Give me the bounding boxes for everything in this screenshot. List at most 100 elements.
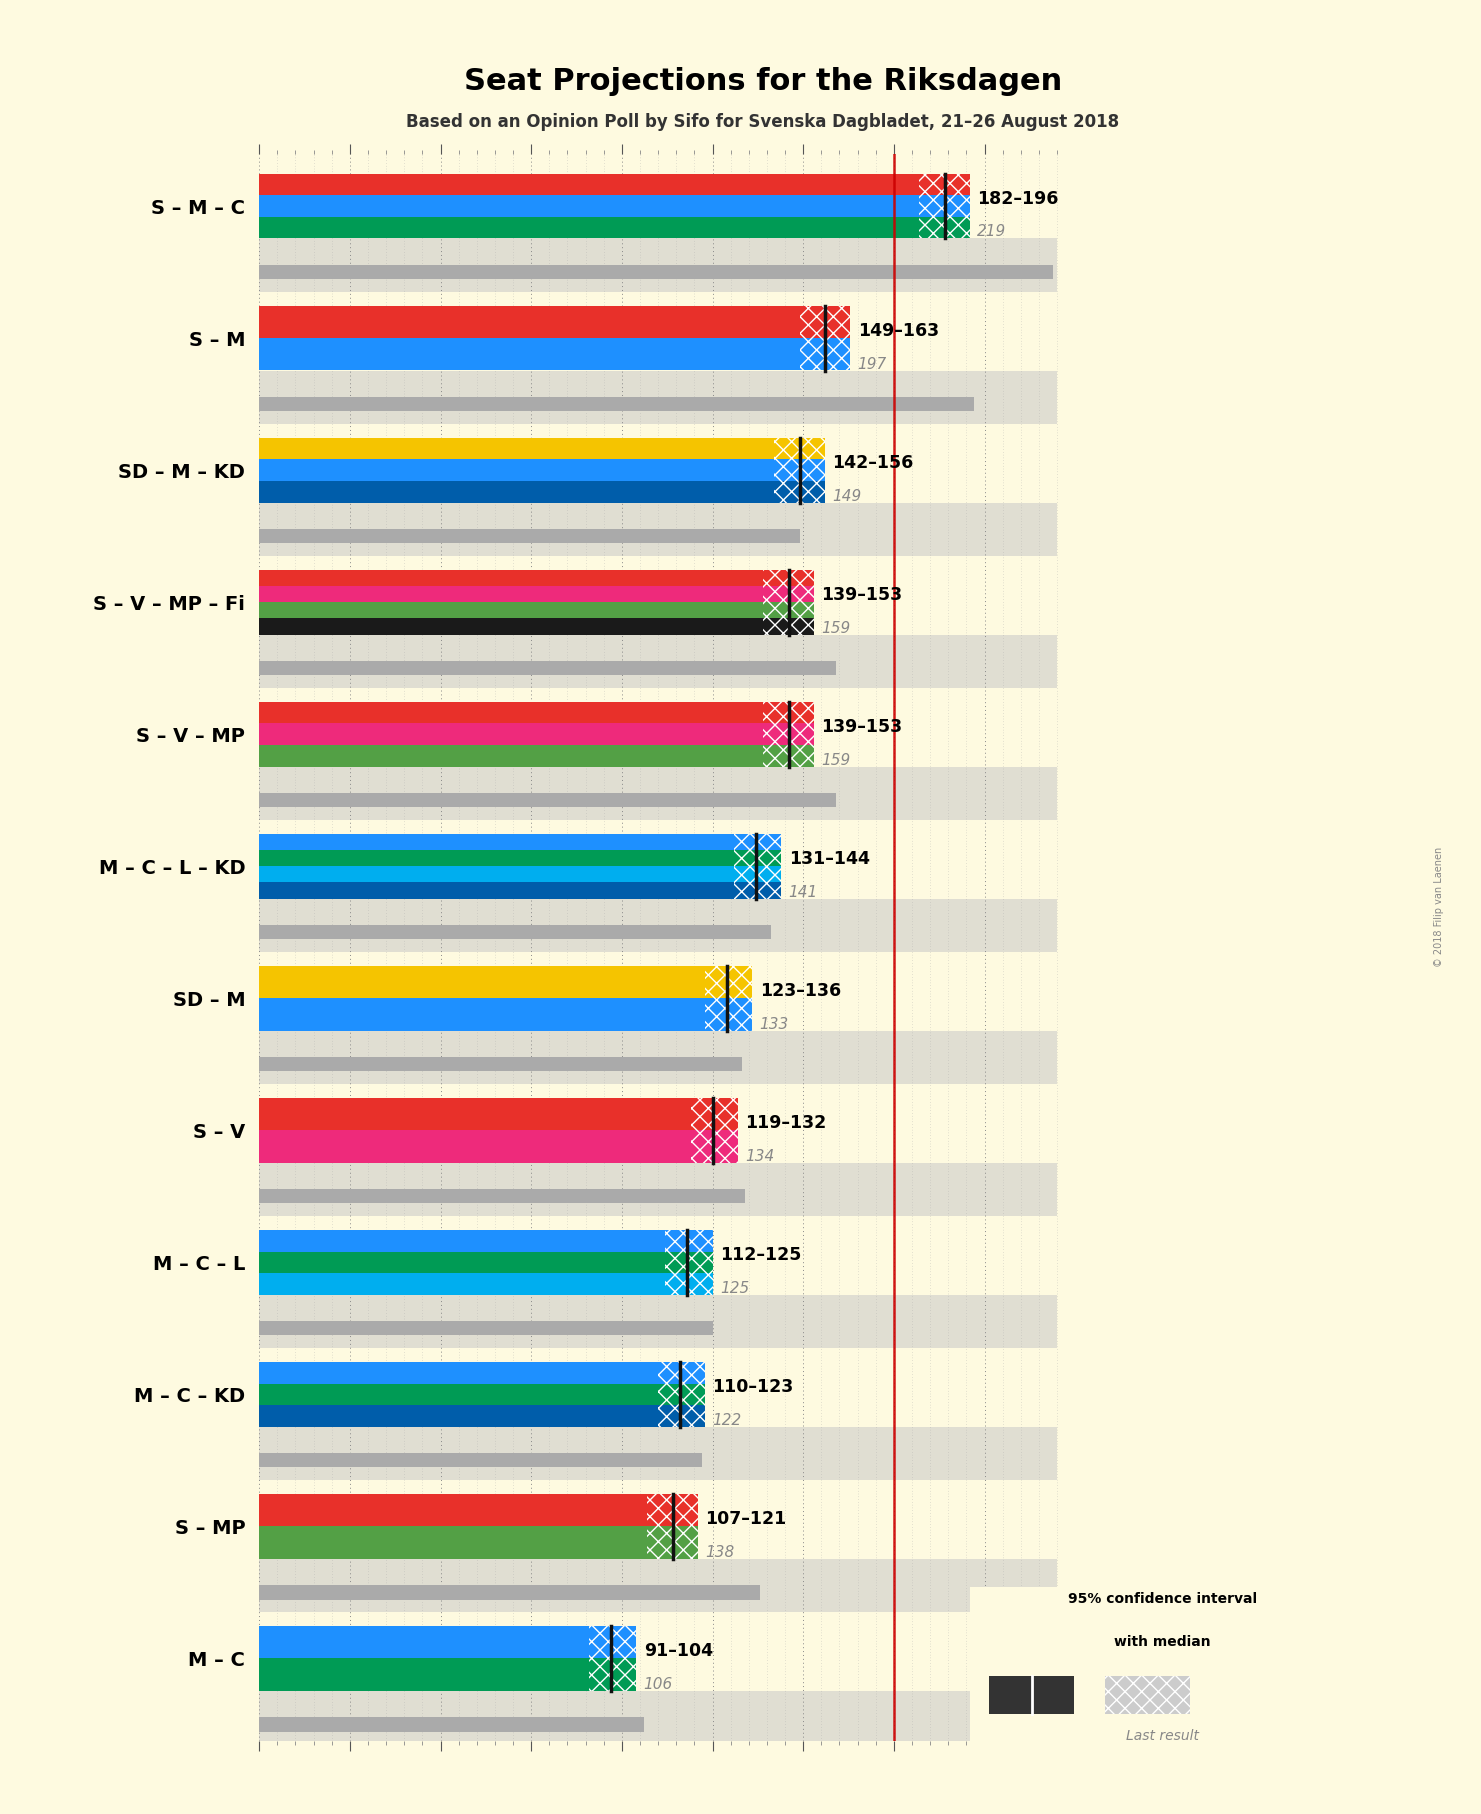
Bar <box>1105 1676 1189 1714</box>
Text: Last result: Last result <box>1126 1729 1200 1743</box>
Bar <box>775 459 825 481</box>
Bar <box>763 619 815 635</box>
Bar <box>259 1190 745 1203</box>
Bar <box>705 965 752 998</box>
Bar <box>920 218 970 238</box>
Text: 182–196: 182–196 <box>977 190 1059 209</box>
Bar <box>259 370 1057 423</box>
Text: Based on an Opinion Poll by Sifo for Svenska Dagbladet, 21–26 August 2018: Based on an Opinion Poll by Sifo for Sve… <box>406 112 1120 131</box>
Bar <box>259 898 1057 952</box>
Text: 91–104: 91–104 <box>644 1642 712 1660</box>
Text: 119–132: 119–132 <box>745 1114 826 1132</box>
Text: 123–136: 123–136 <box>760 981 841 1000</box>
Bar <box>259 174 945 196</box>
Bar <box>259 459 800 481</box>
Bar <box>735 834 782 851</box>
Bar <box>259 1130 712 1163</box>
Text: 159: 159 <box>822 620 850 635</box>
Bar <box>259 724 789 746</box>
Text: 133: 133 <box>760 1016 789 1032</box>
Bar <box>259 851 757 867</box>
Bar <box>259 196 945 218</box>
Bar <box>690 1097 738 1130</box>
Bar <box>259 702 789 724</box>
Bar <box>259 1658 612 1691</box>
Bar <box>989 1676 1074 1714</box>
Bar <box>259 1406 680 1428</box>
Text: 141: 141 <box>789 885 818 900</box>
Bar <box>259 965 727 998</box>
Bar <box>775 437 825 459</box>
Bar <box>259 1428 1057 1480</box>
Bar <box>800 307 850 337</box>
Bar <box>735 882 782 898</box>
Text: © 2018 Filip van Laenen: © 2018 Filip van Laenen <box>1434 847 1444 967</box>
Bar <box>259 238 1057 292</box>
Bar <box>259 1273 687 1295</box>
Bar <box>647 1526 698 1558</box>
Bar <box>259 1362 680 1384</box>
Text: 106: 106 <box>644 1676 672 1692</box>
Bar <box>259 502 1057 555</box>
Bar <box>259 1526 672 1558</box>
Text: 107–121: 107–121 <box>705 1511 786 1529</box>
Bar <box>705 998 752 1030</box>
Text: 219: 219 <box>977 225 1007 239</box>
Bar <box>259 1495 672 1526</box>
Bar <box>259 1058 742 1072</box>
Bar <box>259 1295 1057 1348</box>
Bar <box>589 1658 637 1691</box>
Text: 159: 159 <box>822 753 850 767</box>
Bar <box>259 635 1057 688</box>
Text: Seat Projections for the Riksdagen: Seat Projections for the Riksdagen <box>464 67 1062 96</box>
Bar <box>259 1453 702 1468</box>
Bar <box>665 1252 712 1273</box>
Bar <box>735 867 782 882</box>
Bar <box>259 218 945 238</box>
Bar <box>259 1230 687 1252</box>
Text: 138: 138 <box>705 1546 735 1560</box>
Bar <box>763 570 815 586</box>
Bar <box>259 1321 712 1335</box>
Bar <box>259 586 789 602</box>
Text: 197: 197 <box>857 357 887 372</box>
Bar <box>763 602 815 619</box>
Bar <box>259 1691 1057 1743</box>
Bar <box>763 702 815 724</box>
Bar <box>259 337 825 370</box>
Bar <box>665 1230 712 1252</box>
Bar <box>259 570 789 586</box>
Bar <box>920 174 970 196</box>
Text: 139–153: 139–153 <box>822 718 902 736</box>
Bar <box>658 1406 705 1428</box>
Text: with median: with median <box>1114 1634 1211 1649</box>
Bar <box>259 265 1053 279</box>
Text: 95% confidence interval: 95% confidence interval <box>1068 1591 1257 1605</box>
Bar <box>259 1030 1057 1083</box>
Bar <box>259 530 800 542</box>
Text: 131–144: 131–144 <box>789 851 869 869</box>
Bar <box>259 1625 612 1658</box>
Bar <box>259 882 757 898</box>
Bar <box>259 1097 712 1130</box>
Bar <box>259 998 727 1030</box>
Bar <box>259 660 835 675</box>
Bar <box>259 793 835 807</box>
Bar <box>259 481 800 502</box>
Bar <box>775 481 825 502</box>
Text: 149–163: 149–163 <box>857 323 939 339</box>
Bar <box>259 1585 760 1600</box>
Bar <box>735 851 782 867</box>
Text: 139–153: 139–153 <box>822 586 902 604</box>
Text: 125: 125 <box>720 1281 749 1295</box>
Bar <box>259 767 1057 820</box>
Bar <box>647 1495 698 1526</box>
Bar <box>589 1625 637 1658</box>
Text: 149: 149 <box>832 488 862 504</box>
Bar <box>763 724 815 746</box>
Bar <box>259 867 757 882</box>
Bar <box>259 397 973 412</box>
Bar <box>665 1273 712 1295</box>
Bar <box>259 834 757 851</box>
Text: 134: 134 <box>745 1148 775 1165</box>
